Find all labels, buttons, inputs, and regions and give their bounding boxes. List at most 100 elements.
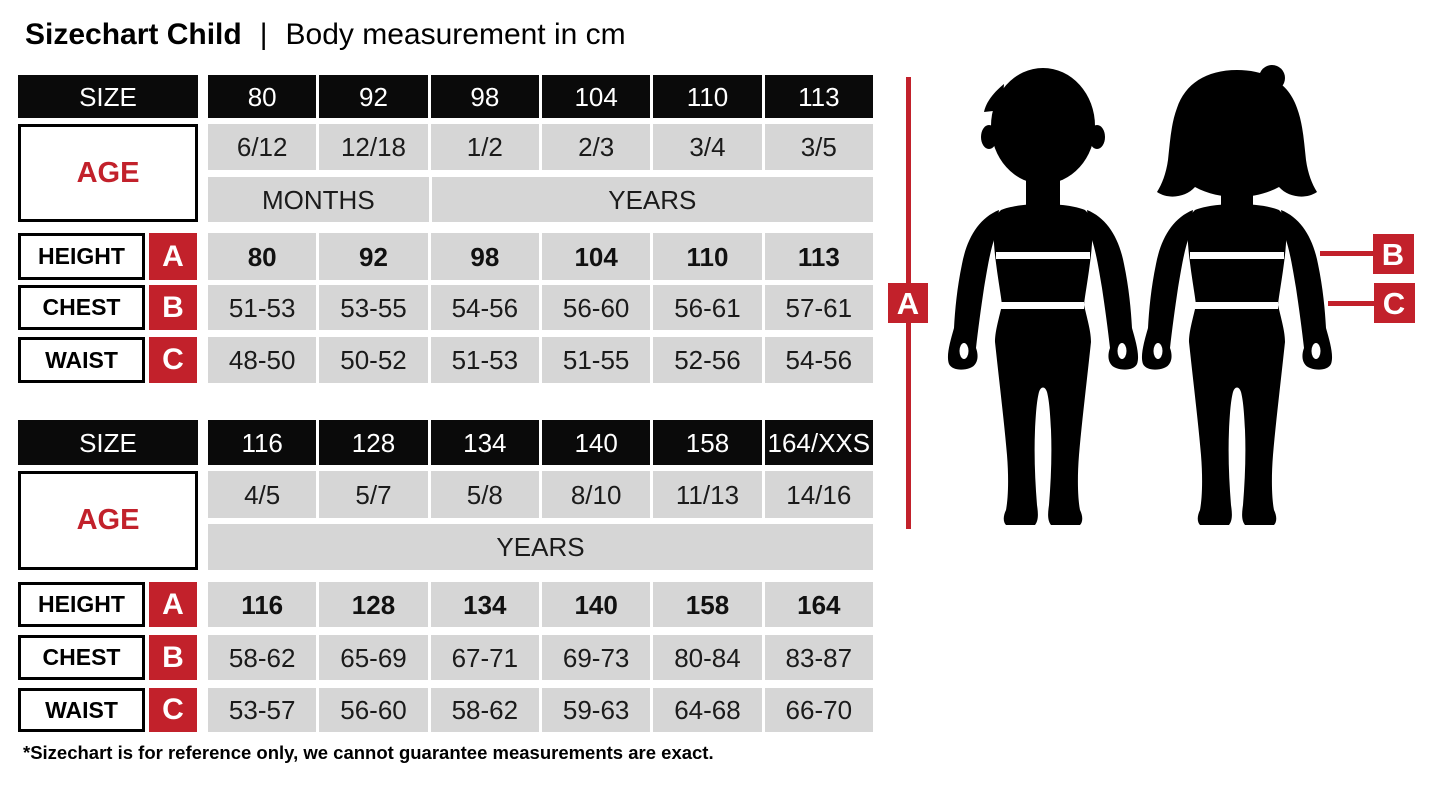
table1-age-label: AGE	[18, 124, 198, 222]
age-cell: 4/5	[208, 471, 317, 518]
table2-age-label: AGE	[18, 471, 198, 570]
table1-height-label: HEIGHT	[18, 233, 145, 280]
waist-cell: 58-62	[430, 688, 539, 732]
boy-hair-fringe	[984, 84, 1004, 112]
age-cell: 8/10	[541, 471, 651, 518]
waist-cell: 53-57	[208, 688, 317, 732]
table1-marker-c: C	[149, 337, 197, 383]
waist-cell: 51-55	[541, 337, 651, 383]
size-cell: 80	[208, 75, 317, 118]
chest-cell: 56-61	[653, 285, 762, 330]
age-cell: 1/2	[430, 124, 539, 170]
chest-cell: 53-55	[319, 285, 428, 330]
height-cell: 158	[653, 582, 762, 627]
chest-cell: 65-69	[319, 635, 428, 680]
marker-b: B	[1373, 234, 1414, 274]
girl-hair-bun	[1259, 65, 1285, 91]
marker-c-letter: C	[1383, 286, 1405, 321]
boy-ear	[1089, 125, 1105, 149]
table1-marker-b: B	[149, 285, 197, 330]
height-cell: 92	[319, 233, 428, 280]
marker-a-letter: A	[897, 286, 919, 321]
unit-months-cell: MONTHS	[208, 177, 429, 222]
waist-cell: 59-63	[541, 688, 651, 732]
boy-head	[991, 68, 1095, 184]
waist-cell: 52-56	[653, 337, 762, 383]
table1-size-row: 80 92 98 104 110 113	[208, 75, 873, 118]
hand-thumb-gap	[1117, 343, 1127, 359]
table2-size-row: 116 128 134 140 158 164/XXS	[208, 420, 873, 465]
height-cell: 104	[541, 233, 651, 280]
table1-waist-label: WAIST	[18, 337, 145, 383]
title-main: Sizechart Child	[25, 18, 242, 51]
size-cell: 164/XXS	[764, 420, 873, 465]
table1-marker-a: A	[149, 233, 197, 280]
size-cell: 92	[319, 75, 428, 118]
height-cell: 164	[764, 582, 873, 627]
chest-cell: 67-71	[430, 635, 539, 680]
table2-chest-label: CHEST	[18, 635, 145, 680]
chest-cell: 58-62	[208, 635, 317, 680]
boy-waist-stripe	[999, 302, 1084, 309]
table2-chest-row: 58-62 65-69 67-71 69-73 80-84 83-87	[208, 635, 873, 680]
waist-cell: 56-60	[319, 688, 428, 732]
chest-cell: 83-87	[764, 635, 873, 680]
waist-measure-line	[1328, 301, 1374, 306]
marker-b-letter: B	[1382, 237, 1404, 272]
size-cell: 104	[541, 75, 651, 118]
size-cell: 110	[653, 75, 762, 118]
table2-marker-b: B	[149, 635, 197, 680]
title-subtitle: Body measurement in cm	[285, 18, 626, 51]
height-cell: 80	[208, 233, 317, 280]
age-cell: 2/3	[541, 124, 651, 170]
unit-years-cell: YEARS	[208, 524, 873, 570]
table1-unit-row: MONTHS YEARS	[208, 177, 873, 222]
table2-marker-c: C	[149, 688, 197, 732]
chest-cell: 51-53	[208, 285, 317, 330]
height-cell: 110	[653, 233, 762, 280]
age-cell: 5/7	[319, 471, 428, 518]
age-cell: 3/5	[764, 124, 873, 170]
disclaimer-text: *Sizechart is for reference only, we can…	[23, 742, 714, 763]
boy-ear	[981, 125, 997, 149]
table2-marker-a: A	[149, 582, 197, 627]
unit-years-cell: YEARS	[431, 177, 873, 222]
waist-cell: 50-52	[319, 337, 428, 383]
chest-cell: 69-73	[541, 635, 651, 680]
age-cell: 14/16	[764, 471, 873, 518]
marker-a: A	[888, 283, 928, 323]
size-cell: 98	[430, 75, 539, 118]
hand-thumb-gap	[959, 343, 969, 359]
table1-height-row: 80 92 98 104 110 113	[208, 233, 873, 280]
table2-waist-label: WAIST	[18, 688, 145, 732]
chest-measure-line	[1320, 251, 1373, 256]
waist-cell: 51-53	[430, 337, 539, 383]
chest-cell: 57-61	[764, 285, 873, 330]
table1-waist-row: 48-50 50-52 51-53 51-55 52-56 54-56	[208, 337, 873, 383]
table2-age-row: 4/5 5/7 5/8 8/10 11/13 14/16	[208, 471, 873, 518]
girl-chest-stripe	[1190, 252, 1284, 259]
size-cell: 158	[653, 420, 762, 465]
table2-waist-row: 53-57 56-60 58-62 59-63 64-68 66-70	[208, 688, 873, 732]
body-measurement-figure: A B C	[888, 65, 1415, 529]
girl-waist-stripe	[1193, 302, 1278, 309]
table1-age-row: 6/12 12/18 1/2 2/3 3/4 3/5	[208, 124, 873, 170]
marker-c: C	[1374, 283, 1415, 323]
table2-height-label: HEIGHT	[18, 582, 145, 627]
page-title: Sizechart Child | Body measurement in cm	[25, 18, 626, 52]
girl-silhouette	[1141, 65, 1333, 525]
size-cell: 140	[541, 420, 651, 465]
age-cell: 5/8	[430, 471, 539, 518]
boy-silhouette	[947, 68, 1139, 525]
chest-cell: 54-56	[430, 285, 539, 330]
table2-size-label: SIZE	[18, 420, 198, 465]
waist-cell: 64-68	[653, 688, 762, 732]
height-cell: 134	[430, 582, 539, 627]
height-cell: 98	[430, 233, 539, 280]
size-cell: 128	[319, 420, 428, 465]
title-separator: |	[259, 18, 268, 51]
chest-cell: 56-60	[541, 285, 651, 330]
chest-cell: 80-84	[653, 635, 762, 680]
size-cell: 134	[430, 420, 539, 465]
height-cell: 140	[541, 582, 651, 627]
